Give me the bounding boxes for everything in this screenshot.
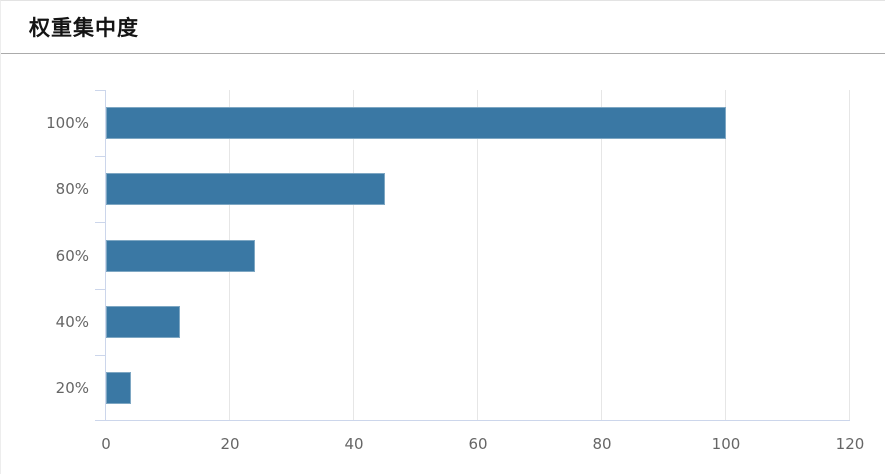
plot-area [95, 90, 850, 421]
y-axis-tick [95, 288, 105, 290]
bar-chart: 100% 80% 60% 40% 20% 0 20 40 60 80 100 120 [1, 54, 885, 474]
y-axis-tick [95, 420, 105, 421]
gridline [601, 90, 602, 421]
gridline [353, 90, 354, 421]
bar[interactable] [106, 239, 255, 272]
x-axis-label: 20 [220, 435, 240, 453]
x-axis-label: 120 [835, 435, 865, 453]
bar[interactable] [106, 173, 385, 206]
y-axis-tick [95, 156, 105, 158]
y-axis-label: 40% [55, 312, 89, 331]
gridline [477, 90, 478, 421]
y-axis-tick [95, 90, 105, 91]
y-axis-tick [95, 354, 105, 356]
y-axis-label: 20% [55, 378, 89, 397]
x-axis-label: 80 [592, 435, 612, 453]
y-axis-label: 60% [55, 246, 89, 265]
x-axis-label: 0 [101, 435, 111, 453]
bar[interactable] [106, 305, 181, 338]
card-header: 权重集中度 [1, 1, 885, 54]
y-axis-label: 100% [46, 114, 89, 133]
y-axis-label: 80% [55, 180, 89, 199]
x-axis-line [105, 420, 850, 421]
x-axis-label: 40 [344, 435, 364, 453]
x-axis-label: 100 [711, 435, 741, 453]
y-axis-line [105, 90, 106, 421]
bar[interactable] [106, 371, 131, 404]
bar[interactable] [106, 107, 726, 140]
page-title: 权重集中度 [29, 16, 139, 40]
y-axis-tick [95, 222, 105, 224]
gridline [725, 90, 726, 421]
gridline [849, 90, 850, 421]
x-axis-label: 60 [468, 435, 488, 453]
